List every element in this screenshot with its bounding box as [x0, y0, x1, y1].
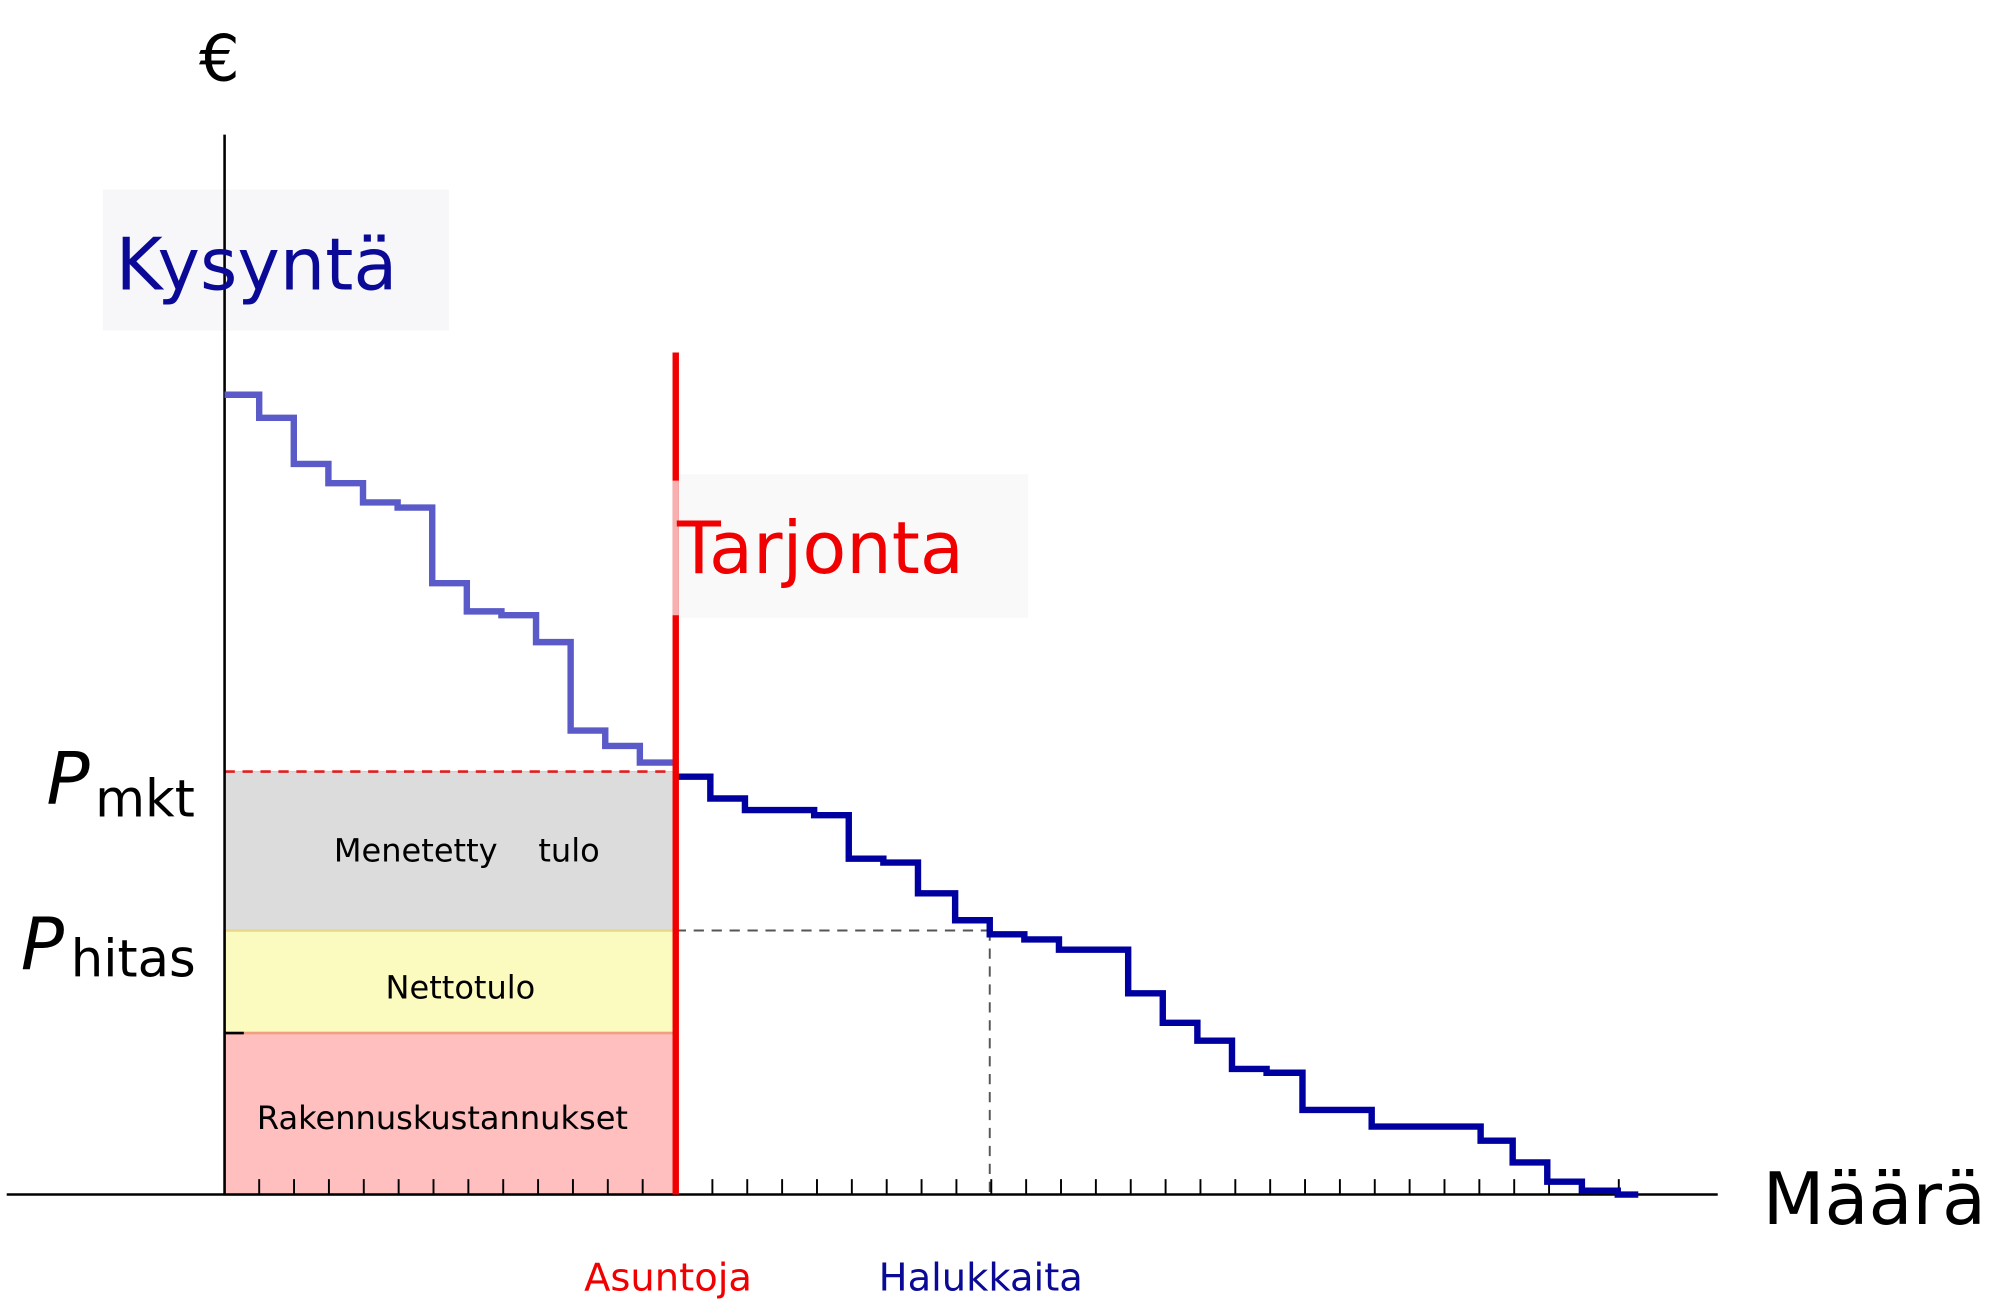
demand-label-bg	[102, 189, 449, 331]
supply-label: Tarjonta	[676, 506, 964, 590]
demand-label: Kysyntä	[116, 223, 398, 307]
market-price-subscript: mkt	[95, 769, 195, 829]
applicants-label: Halukkaita	[879, 1256, 1083, 1301]
supply-label-bg	[673, 474, 1029, 618]
market-price-symbol: P	[46, 737, 90, 821]
lost-income-label: Menetetty tulo	[334, 831, 600, 869]
construction-costs-label: Rakennuskustannukset	[257, 1099, 628, 1137]
y-axis-label: €	[199, 23, 240, 97]
demand-curve-upper	[224, 391, 676, 766]
demand-curve-lower	[675, 773, 1639, 1198]
hitas-price-subscript: hitas	[71, 930, 196, 990]
net-income-label: Nettotulo	[386, 968, 536, 1006]
lost-income-area	[223, 770, 677, 932]
x-axis-label: Määrä	[1763, 1157, 1986, 1241]
x-ticks	[258, 1179, 1620, 1195]
apartments-label: Asuntoja	[584, 1256, 752, 1301]
hitas-price-symbol: P	[21, 902, 65, 986]
